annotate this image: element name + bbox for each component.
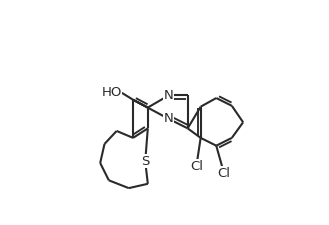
Text: N: N: [164, 112, 173, 125]
Text: S: S: [141, 155, 149, 168]
Text: HO: HO: [101, 86, 122, 99]
Text: Cl: Cl: [217, 167, 231, 180]
Text: Cl: Cl: [190, 160, 203, 173]
Text: N: N: [164, 89, 173, 102]
